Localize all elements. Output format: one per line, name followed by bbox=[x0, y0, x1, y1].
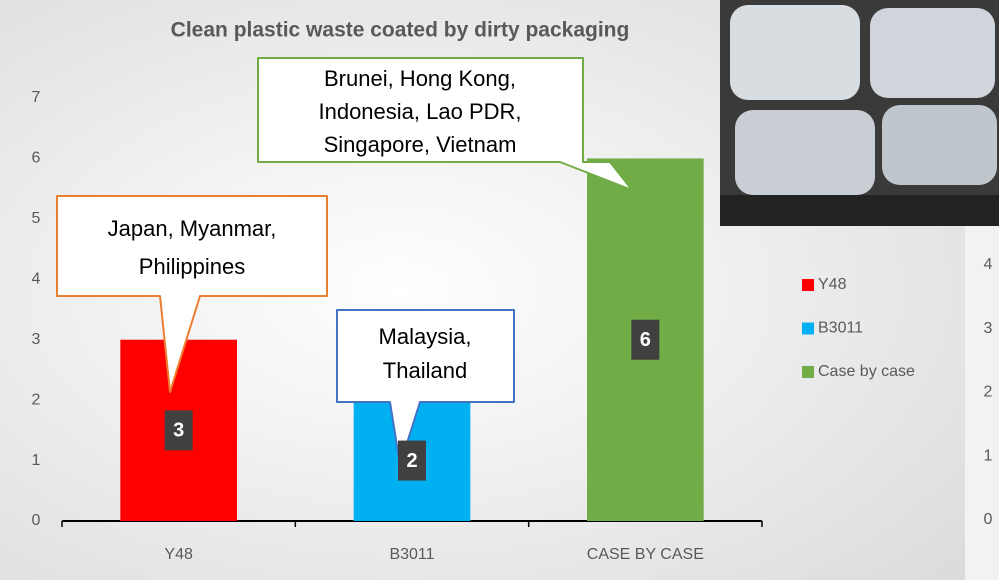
chart-title: Clean plastic waste coated by dirty pack… bbox=[171, 19, 630, 42]
photo-bale bbox=[870, 8, 995, 98]
legend-label: B3011 bbox=[818, 320, 863, 337]
y-tick-label: 7 bbox=[32, 89, 41, 106]
y-tick-label: 3 bbox=[32, 331, 41, 348]
partial-y-tick-label: 3 bbox=[984, 320, 993, 337]
callout-text: Brunei, Hong Kong, bbox=[324, 66, 516, 91]
data-label: 3 bbox=[173, 420, 184, 442]
legend-swatch bbox=[802, 322, 814, 335]
callout bbox=[257, 57, 633, 191]
partial-y-tick-label: 0 bbox=[984, 511, 993, 528]
data-label: 2 bbox=[406, 450, 417, 472]
partial-y-tick-label: 2 bbox=[984, 384, 993, 401]
y-tick-label: 4 bbox=[32, 271, 41, 288]
legend-swatch bbox=[802, 366, 814, 378]
data-label: 6 bbox=[640, 329, 651, 351]
data-label-box bbox=[398, 440, 426, 481]
callout-text: Philippines bbox=[139, 254, 245, 279]
data-label-box bbox=[164, 410, 193, 451]
callout bbox=[336, 309, 515, 466]
callout-text: Thailand bbox=[383, 358, 467, 383]
legend-label: Y48 bbox=[818, 276, 847, 293]
photo-bale bbox=[735, 110, 875, 195]
data-label-box bbox=[631, 319, 660, 360]
x-tick-label: B3011 bbox=[389, 546, 434, 563]
callout-text: Indonesia, Lao PDR, bbox=[318, 99, 521, 124]
photo-pallet bbox=[720, 195, 999, 226]
callouts: Japan, Myanmar, Philippines Malaysia, Thail… bbox=[56, 57, 633, 466]
partial-y-tick-label: 4 bbox=[984, 256, 993, 273]
x-tick-label: CASE BY CASE bbox=[587, 546, 704, 563]
partial-y-tick-label: 1 bbox=[984, 447, 993, 464]
legend-label: Case by case bbox=[818, 363, 915, 380]
y-tick-label: 1 bbox=[32, 452, 41, 469]
y-tick-label: 6 bbox=[32, 150, 41, 167]
photo bbox=[720, 0, 999, 226]
y-tick-label: 2 bbox=[32, 391, 41, 408]
x-tick-label: Y48 bbox=[164, 546, 193, 563]
callout bbox=[56, 195, 328, 393]
legend-swatch bbox=[802, 279, 814, 291]
photo-bale bbox=[882, 105, 997, 185]
callout-text: Japan, Myanmar, bbox=[108, 216, 277, 241]
callout-text: Singapore, Vietnam bbox=[324, 132, 517, 157]
photo-bale bbox=[730, 5, 860, 100]
y-tick-label: 5 bbox=[32, 210, 41, 227]
callout-text: Malaysia, bbox=[379, 324, 472, 349]
y-tick-label: 0 bbox=[32, 512, 41, 529]
